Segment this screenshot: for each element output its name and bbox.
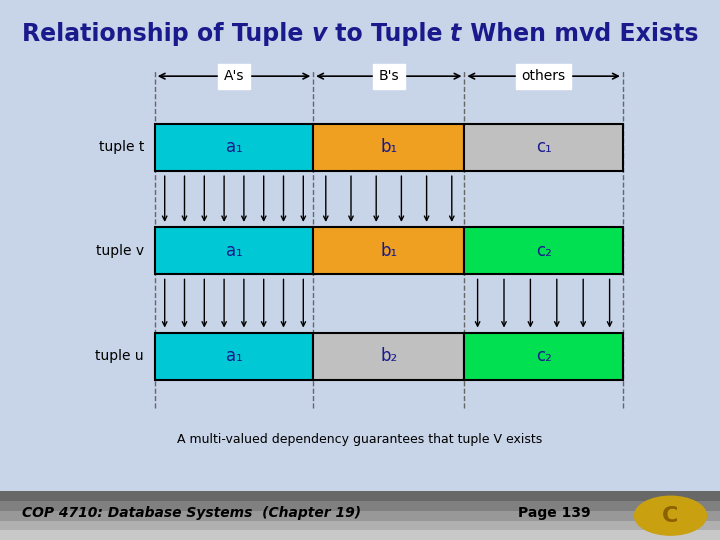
Bar (0, 511, 720, 521)
Text: a₁: a₁ (225, 241, 243, 260)
Text: B's: B's (379, 69, 399, 83)
Text: a₁: a₁ (225, 347, 243, 365)
Text: C: C (662, 505, 679, 526)
Bar (313, 227, 464, 274)
Text: COP 4710: Database Systems  (Chapter 19): COP 4710: Database Systems (Chapter 19) (22, 507, 361, 520)
Circle shape (634, 496, 706, 535)
Bar (0, 521, 720, 530)
Bar (464, 227, 623, 274)
Text: t: t (450, 22, 462, 46)
Text: b₁: b₁ (380, 138, 397, 157)
Text: Relationship of Tuple: Relationship of Tuple (22, 22, 311, 46)
Text: tuple t: tuple t (99, 140, 144, 154)
Bar (313, 124, 464, 171)
Text: others: others (521, 69, 566, 83)
Text: A's: A's (224, 69, 244, 83)
Bar (155, 333, 313, 380)
Bar (464, 333, 623, 380)
Text: to Tuple: to Tuple (327, 22, 450, 46)
Text: c₂: c₂ (536, 241, 552, 260)
Text: Page 139: Page 139 (518, 507, 591, 520)
Text: c₁: c₁ (536, 138, 552, 157)
Text: A multi-valued dependency guarantees that tuple V exists: A multi-valued dependency guarantees tha… (177, 433, 543, 446)
Bar (313, 333, 464, 380)
Bar (155, 124, 313, 171)
Text: c₂: c₂ (536, 347, 552, 365)
Text: b₁: b₁ (380, 241, 397, 260)
Bar (0, 530, 720, 540)
Text: tuple u: tuple u (95, 349, 144, 363)
Bar (0, 501, 720, 511)
Bar (155, 227, 313, 274)
Bar (0, 491, 720, 501)
Bar (464, 124, 623, 171)
Text: v: v (311, 22, 327, 46)
Text: a₁: a₁ (225, 138, 243, 157)
Text: tuple v: tuple v (96, 244, 144, 258)
Text: b₂: b₂ (380, 347, 397, 365)
Text: When mvd Exists: When mvd Exists (462, 22, 698, 46)
